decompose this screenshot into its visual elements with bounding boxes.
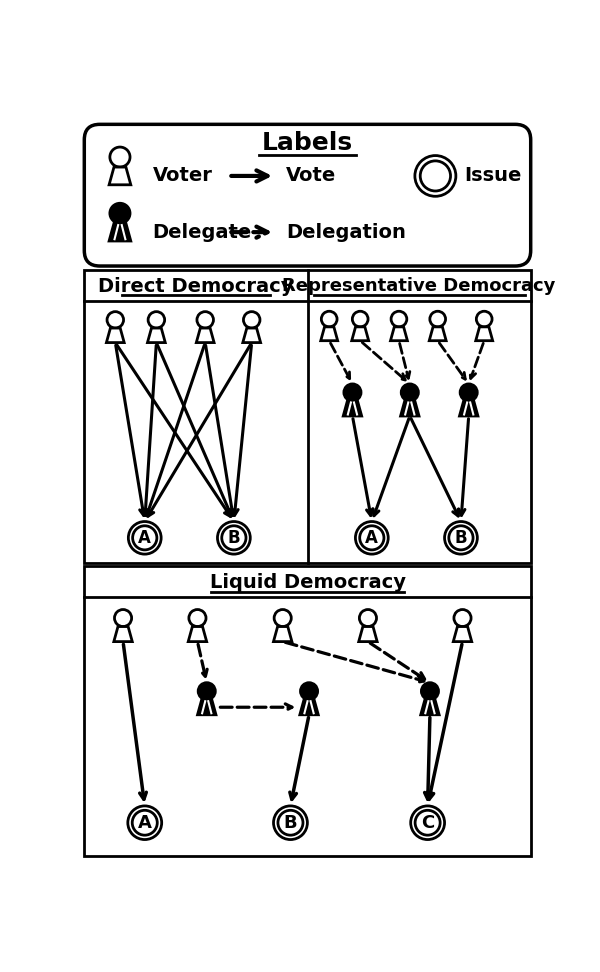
Text: Vote: Vote [286, 166, 336, 186]
Circle shape [344, 384, 361, 400]
Text: A: A [139, 529, 151, 547]
Circle shape [189, 609, 206, 627]
Text: B: B [284, 814, 297, 832]
Text: Direct Democracy: Direct Democracy [98, 277, 293, 295]
Circle shape [244, 312, 260, 329]
Polygon shape [274, 627, 292, 642]
Circle shape [415, 811, 440, 835]
Polygon shape [188, 627, 206, 642]
Text: B: B [227, 529, 240, 547]
Circle shape [128, 806, 161, 840]
Polygon shape [109, 167, 131, 185]
Circle shape [110, 147, 130, 167]
Polygon shape [243, 329, 260, 342]
Circle shape [128, 522, 161, 554]
Polygon shape [114, 627, 132, 642]
Text: Labels: Labels [262, 131, 353, 155]
Circle shape [115, 609, 131, 627]
Polygon shape [148, 329, 165, 342]
Circle shape [322, 311, 337, 327]
Text: Delegation: Delegation [286, 223, 406, 242]
Bar [84, 270, 531, 563]
Circle shape [449, 526, 473, 550]
Polygon shape [460, 400, 478, 416]
Polygon shape [401, 400, 419, 416]
Circle shape [410, 806, 445, 840]
Circle shape [222, 526, 246, 550]
Text: Voter: Voter [152, 166, 212, 186]
Polygon shape [453, 627, 472, 642]
Polygon shape [300, 700, 318, 714]
Text: B: B [455, 529, 467, 547]
Polygon shape [352, 327, 368, 341]
Circle shape [107, 312, 124, 329]
Text: C: C [421, 814, 434, 832]
Text: Issue: Issue [464, 166, 521, 186]
Circle shape [391, 311, 407, 327]
Circle shape [274, 806, 307, 840]
Circle shape [445, 522, 478, 554]
Circle shape [359, 609, 377, 627]
Circle shape [454, 609, 471, 627]
Polygon shape [421, 700, 439, 714]
Circle shape [148, 312, 164, 329]
Text: Representative Democracy: Representative Democracy [283, 277, 556, 295]
Circle shape [110, 203, 130, 224]
Polygon shape [321, 327, 338, 341]
Circle shape [274, 609, 291, 627]
Circle shape [132, 811, 157, 835]
Circle shape [430, 311, 446, 327]
Circle shape [198, 682, 215, 700]
Polygon shape [109, 224, 131, 241]
Circle shape [360, 526, 384, 550]
Polygon shape [359, 627, 377, 642]
Circle shape [420, 161, 451, 191]
Bar [84, 567, 531, 855]
Circle shape [415, 156, 456, 196]
Circle shape [460, 384, 477, 400]
Circle shape [476, 311, 492, 327]
Circle shape [352, 311, 368, 327]
Polygon shape [106, 329, 124, 342]
Circle shape [278, 811, 303, 835]
Circle shape [401, 384, 418, 400]
Polygon shape [391, 327, 407, 341]
Text: A: A [365, 529, 378, 547]
Polygon shape [197, 700, 216, 714]
Polygon shape [429, 327, 446, 341]
Polygon shape [196, 329, 214, 342]
Text: Delegate: Delegate [152, 223, 252, 242]
Text: A: A [138, 814, 152, 832]
Circle shape [301, 682, 317, 700]
Circle shape [355, 522, 388, 554]
Circle shape [421, 682, 439, 700]
FancyBboxPatch shape [84, 124, 531, 266]
Circle shape [197, 312, 214, 329]
Circle shape [133, 526, 157, 550]
Polygon shape [343, 400, 362, 416]
Text: Liquid Democracy: Liquid Democracy [209, 573, 406, 592]
Polygon shape [476, 327, 493, 341]
Circle shape [217, 522, 250, 554]
